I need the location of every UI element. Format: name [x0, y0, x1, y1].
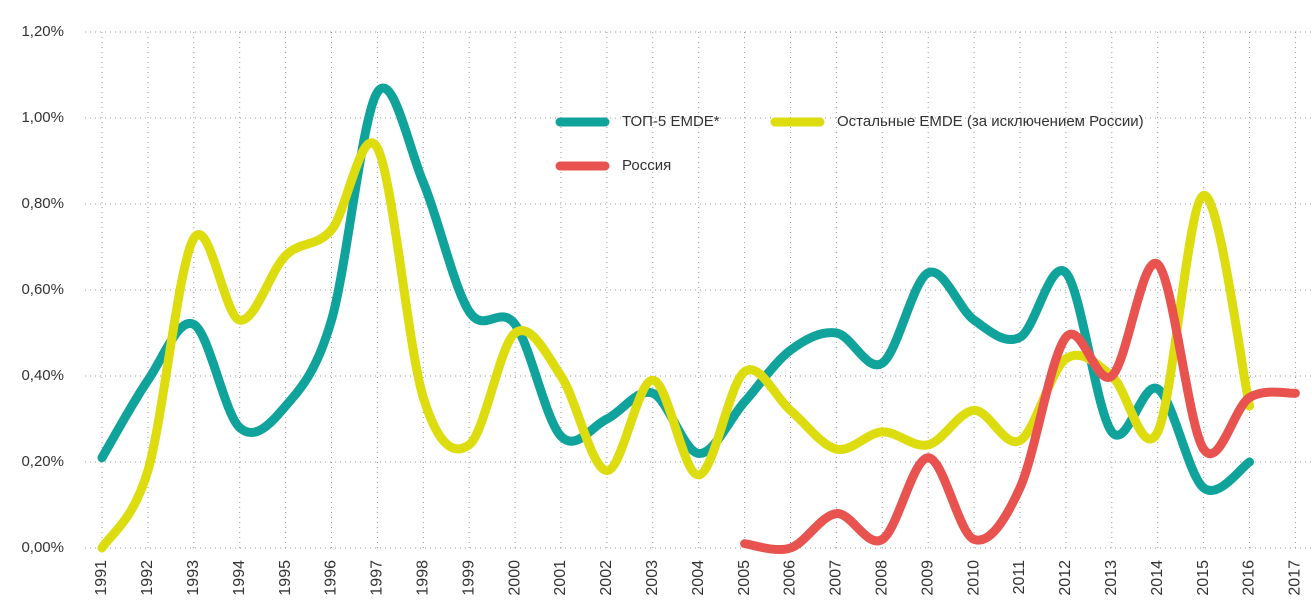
x-tick-label: 1999 — [460, 560, 477, 596]
x-tick-label: 1997 — [369, 560, 386, 596]
x-tick-label: 2004 — [690, 560, 707, 596]
x-tick-label: 2014 — [1149, 560, 1166, 596]
x-tick-label: 2009 — [919, 560, 936, 596]
x-tick-label: 1998 — [415, 560, 432, 596]
x-tick-label: 1993 — [185, 560, 202, 596]
x-tick-label: 1994 — [231, 560, 248, 596]
legend-label: Остальные EMDE (за исключением России) — [837, 113, 1144, 130]
series-line — [740, 258, 1300, 555]
x-tick-label: 2007 — [828, 560, 845, 596]
x-tick-label: 2017 — [1287, 560, 1304, 596]
x-tick-label: 2013 — [1103, 560, 1120, 596]
x-tick-label: 1996 — [323, 560, 340, 596]
y-tick-label: 0,20% — [21, 453, 64, 470]
y-tick-label: 0,60% — [21, 281, 64, 298]
x-tick-label: 1992 — [139, 560, 156, 596]
x-tick-label: 2006 — [782, 560, 799, 596]
x-tick-label: 1995 — [277, 560, 294, 596]
x-tick-label: 1991 — [93, 560, 110, 596]
x-tick-label: 2011 — [1011, 560, 1028, 595]
x-tick-label: 2005 — [736, 560, 753, 596]
y-tick-label: 1,20% — [21, 23, 64, 40]
y-tick-label: 0,80% — [21, 195, 64, 212]
y-tick-label: 1,00% — [21, 109, 64, 126]
x-tick-label: 2000 — [506, 560, 523, 596]
x-tick-label: 2016 — [1241, 560, 1258, 596]
x-tick-label: 2010 — [965, 560, 982, 596]
legend-label: ТОП-5 EMDE* — [622, 113, 720, 130]
y-tick-label: 0,40% — [21, 367, 64, 384]
x-tick-label: 2012 — [1057, 560, 1074, 596]
legend-label: Россия — [622, 157, 671, 174]
x-tick-label: 2003 — [644, 560, 661, 596]
x-tick-label: 2008 — [874, 560, 891, 596]
y-tick-label: 0,00% — [21, 539, 64, 556]
x-tick-label: 2002 — [598, 560, 615, 596]
series-line — [97, 83, 1254, 495]
x-tick-label: 2001 — [552, 560, 569, 596]
x-tick-label: 2015 — [1195, 560, 1212, 596]
